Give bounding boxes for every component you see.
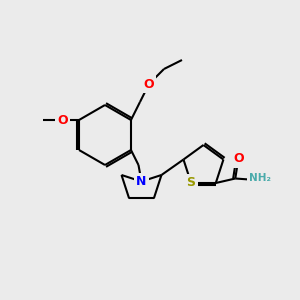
Text: O: O <box>144 77 154 91</box>
Text: N: N <box>136 175 147 188</box>
Text: O: O <box>233 152 244 166</box>
Text: NH₂: NH₂ <box>249 173 271 184</box>
Text: S: S <box>187 176 196 190</box>
Text: O: O <box>57 113 68 127</box>
